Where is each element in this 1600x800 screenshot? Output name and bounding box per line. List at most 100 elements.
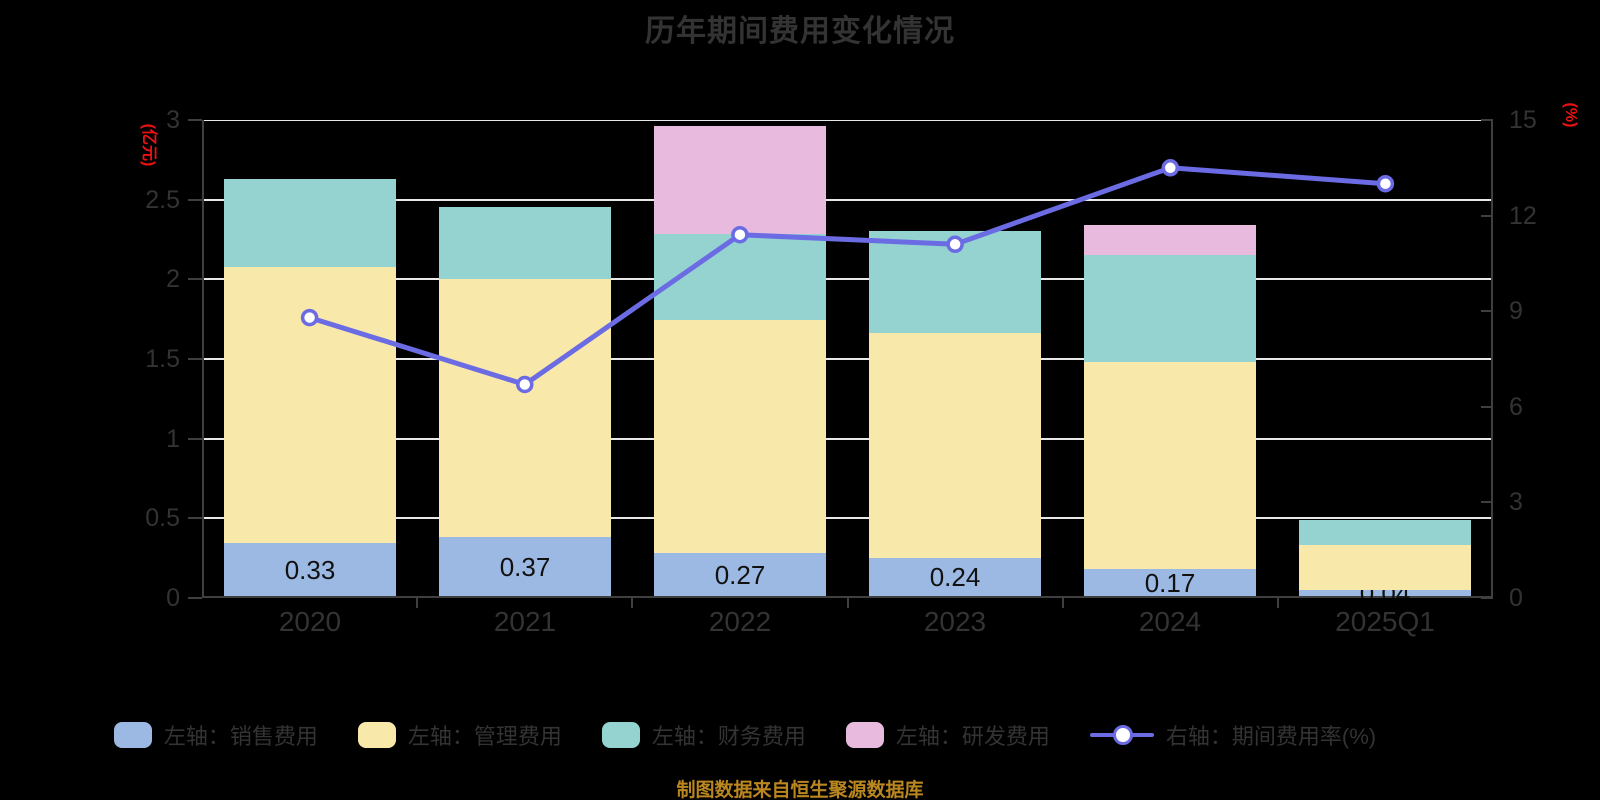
bar-2021-finance-segment bbox=[439, 207, 611, 279]
rate-marker-2021 bbox=[516, 375, 534, 394]
legend-label-admin: 左轴：管理费用 bbox=[407, 724, 562, 749]
grid-line-3 bbox=[202, 120, 1493, 121]
left-axis-tick-2.5 bbox=[188, 199, 202, 201]
bar-2024-rd-segment bbox=[1084, 225, 1256, 255]
bar-2022-admin-segment bbox=[654, 320, 826, 553]
left-axis-tick-0 bbox=[188, 597, 202, 599]
bar-2025Q1-finance-segment bbox=[1299, 520, 1471, 545]
x-axis-label-2020: 2020 bbox=[278, 606, 342, 637]
x-axis-tick-4 bbox=[1062, 598, 1064, 608]
left-axis-tick-label-1.5: 1.5 bbox=[145, 345, 180, 373]
legend-line-marker-rate bbox=[1089, 722, 1154, 748]
left-axis-tick-label-0: 0 bbox=[166, 584, 180, 612]
grid-line-1 bbox=[202, 438, 1493, 440]
rate-line-series bbox=[300, 159, 1395, 394]
right-axis-tick-9 bbox=[1481, 310, 1493, 312]
left-axis-tick-3 bbox=[188, 119, 202, 121]
right-axis-unit-label: (%) bbox=[1562, 102, 1579, 128]
legend-label-rd: 左轴：研发费用 bbox=[895, 724, 1050, 749]
bar-value-label-2023: 0.24 bbox=[929, 562, 981, 592]
x-axis-tick-3 bbox=[847, 598, 849, 608]
x-axis-label-2021: 2021 bbox=[493, 606, 557, 637]
bar-2022-sales-segment: 0.27 bbox=[654, 553, 826, 596]
bar-2021-sales-segment: 0.37 bbox=[439, 537, 611, 596]
rate-marker-2023 bbox=[946, 235, 964, 254]
bar-2024-admin-segment bbox=[1084, 362, 1256, 569]
x-axis-label-2023: 2023 bbox=[923, 606, 987, 637]
rate-marker-2022 bbox=[731, 225, 749, 244]
legend-swatch-finance bbox=[601, 722, 640, 748]
legend-label-finance: 左轴：财务费用 bbox=[651, 724, 806, 749]
legend-label-rate: 右轴：期间费用率(%) bbox=[1165, 724, 1377, 749]
right-axis-tick-label-6: 6 bbox=[1509, 393, 1523, 421]
right-axis-tick-12 bbox=[1481, 215, 1493, 217]
bar-2021: 0.37 bbox=[439, 207, 611, 596]
left-axis-tick-label-3: 3 bbox=[166, 106, 180, 134]
legend-swatch-sales bbox=[113, 722, 152, 748]
bar-2021-admin-segment bbox=[439, 279, 611, 537]
right-axis-tick-label-3: 3 bbox=[1509, 488, 1523, 516]
rate-marker-2020 bbox=[300, 308, 319, 327]
legend-swatch-rd bbox=[845, 722, 884, 748]
left-axis-tick-label-2: 2 bbox=[166, 265, 180, 293]
chart-title: 历年期间费用变化情况 bbox=[645, 15, 955, 48]
left-axis-tick-1.5 bbox=[188, 358, 202, 360]
grid-line-2.5 bbox=[202, 199, 1493, 201]
plot-area: 0.33 0.37 0.27 0.24 0.17 0.04 bbox=[202, 120, 1493, 598]
right-axis-tick-15 bbox=[1481, 119, 1493, 121]
rate-marker-2025Q1 bbox=[1376, 174, 1395, 193]
bar-2020-finance-segment bbox=[224, 179, 396, 267]
legend-swatch-admin bbox=[357, 722, 396, 748]
right-axis-tick-label-9: 9 bbox=[1509, 297, 1523, 325]
right-axis-tick-6 bbox=[1481, 406, 1493, 408]
right-axis-tick-0 bbox=[1481, 597, 1493, 599]
legend-item-finance[interactable]: 左轴：财务费用 bbox=[601, 719, 806, 751]
bar-value-label-2020: 0.33 bbox=[284, 554, 336, 585]
right-axis-tick-label-15: 15 bbox=[1509, 106, 1537, 134]
legend-item-sales[interactable]: 左轴：销售费用 bbox=[113, 719, 318, 751]
bar-2024-finance-segment bbox=[1084, 255, 1256, 362]
left-axis-tick-0.5 bbox=[188, 517, 202, 519]
left-axis-tick-2 bbox=[188, 278, 202, 280]
left-axis-spine bbox=[202, 120, 204, 598]
left-axis-tick-label-2.5: 2.5 bbox=[145, 186, 180, 214]
bar-2020-sales-segment: 0.33 bbox=[224, 543, 396, 596]
grid-line-2 bbox=[202, 278, 1493, 280]
bar-2025Q1-admin-segment bbox=[1299, 545, 1471, 590]
left-axis-tick-label-1: 1 bbox=[166, 425, 180, 453]
legend-item-rate[interactable]: 右轴：期间费用率(%) bbox=[1089, 719, 1377, 751]
left-axis-tick-label-0.5: 0.5 bbox=[145, 504, 180, 532]
bar-value-label-2024: 0.17 bbox=[1144, 567, 1196, 598]
x-axis-label-2024: 2024 bbox=[1138, 606, 1202, 637]
bar-2024-sales-segment: 0.17 bbox=[1084, 569, 1256, 596]
right-axis-spine bbox=[1491, 120, 1493, 598]
x-axis-tick-2 bbox=[631, 598, 633, 608]
legend: 左轴：销售费用 左轴：管理费用 左轴：财务费用 左轴：研发费用 右轴：期间费用率(%) bbox=[0, 718, 1490, 752]
x-axis-label-2025Q1: 2025Q1 bbox=[1335, 606, 1435, 637]
bar-2022-rd-segment bbox=[654, 126, 826, 234]
right-axis-tick-label-12: 12 bbox=[1509, 202, 1537, 230]
legend-item-admin[interactable]: 左轴：管理费用 bbox=[357, 719, 562, 751]
rate-marker-2024 bbox=[1161, 159, 1180, 177]
bar-2023-admin-segment bbox=[869, 333, 1041, 558]
grid-line-1.5 bbox=[202, 358, 1493, 360]
bar-2023-sales-segment: 0.24 bbox=[869, 558, 1041, 596]
left-axis-tick-1 bbox=[188, 438, 202, 440]
legend-item-rd[interactable]: 左轴：研发费用 bbox=[845, 719, 1050, 751]
bar-2024: 0.17 bbox=[1084, 225, 1256, 596]
legend-line-dot bbox=[1112, 725, 1133, 745]
x-axis-label-2022: 2022 bbox=[708, 606, 772, 637]
grid-line-0.5 bbox=[202, 517, 1493, 519]
source-note: 制图数据来自恒生聚源数据库 bbox=[676, 780, 924, 800]
bar-value-label-2022: 0.27 bbox=[714, 559, 766, 590]
bar-value-label-2021: 0.37 bbox=[499, 551, 551, 582]
bottom-axis-spine bbox=[202, 596, 1493, 598]
right-axis-tick-3 bbox=[1481, 501, 1493, 503]
legend-label-sales: 左轴：销售费用 bbox=[163, 724, 318, 749]
rate-line-path bbox=[307, 165, 1388, 387]
x-axis-tick-5 bbox=[1277, 598, 1279, 608]
right-axis-tick-label-0: 0 bbox=[1509, 584, 1523, 612]
bar-2025Q1: 0.04 bbox=[1299, 520, 1471, 598]
x-axis-tick-1 bbox=[416, 598, 418, 608]
